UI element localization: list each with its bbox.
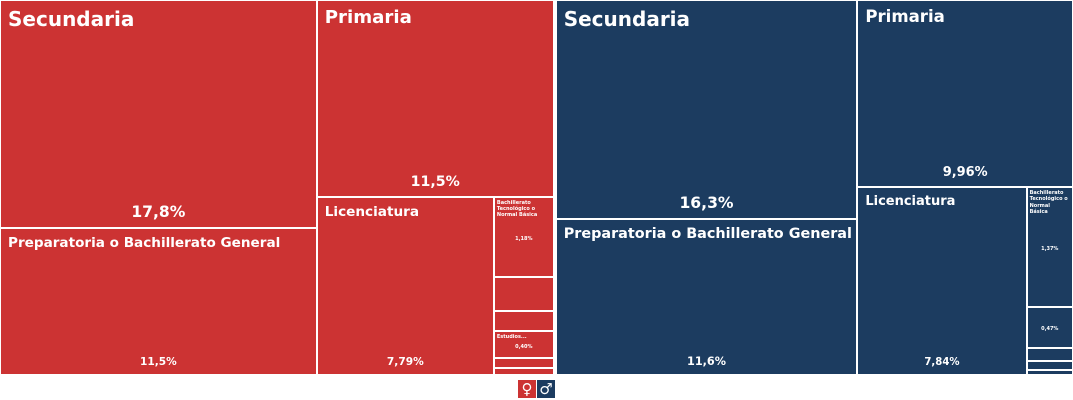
cell-label: Primaria — [865, 7, 945, 26]
legend-item: ♂ — [537, 380, 555, 398]
cell-value: 17,8% — [131, 202, 186, 221]
treemap-cell: Secundaria 17,8% — [0, 0, 317, 228]
treemap-cell — [1026, 361, 1073, 370]
treemap-cell: Preparatoria o Bachillerato General 11,5% — [0, 227, 317, 375]
treemap-cell: Preparatoria o Bachillerato General 11,6% — [555, 219, 858, 375]
cell-value: 16,3% — [679, 194, 734, 213]
treemap-cell — [493, 368, 554, 375]
cell-label: Preparatoria o Bachillerato General — [8, 234, 281, 251]
treemap-cell — [493, 310, 554, 331]
treemap-cell: Licenciatura 7,84% — [857, 187, 1027, 375]
cell-value: 0,47% — [1041, 326, 1059, 333]
cell-label: Licenciatura — [865, 194, 956, 210]
cell-label: Preparatoria o Bachillerato General — [563, 226, 852, 243]
cell-label: Bachillerato Tecnológico o Normal Básica — [496, 199, 538, 219]
treemap-cell: Primaria 11,5% — [316, 0, 554, 197]
treemap-cell — [493, 358, 554, 369]
cell-label: Licenciatura — [324, 203, 420, 220]
cell-label: Secundaria — [563, 7, 691, 31]
cell-label: Primaria — [324, 7, 412, 28]
legend-item: ♀ — [518, 380, 536, 398]
cell-value: 0,40% — [515, 343, 533, 350]
cell-label: Secundaria — [8, 7, 135, 31]
cell-value: 7,84% — [924, 356, 960, 368]
cell-value: 11,5% — [410, 173, 460, 190]
treemap-cell — [493, 276, 554, 311]
cell-label: Estudios... — [496, 333, 527, 340]
treemap-cell: Primaria 9,96% — [857, 0, 1073, 188]
cell-value: 1,18% — [515, 235, 533, 242]
treemap-cell: Estudios... 0,40% — [493, 330, 554, 359]
treemap-cell — [1026, 369, 1073, 375]
treemap-cell: 0,47% — [1026, 306, 1073, 348]
treemap-cell: Licenciatura 7,79% — [316, 196, 494, 375]
treemap-cell: Secundaria 16,3% — [555, 0, 858, 220]
treemap-cell: Bachillerato Tecnológico o Normal Básica… — [493, 196, 554, 277]
cell-label: Bachillerato Tecnológico o Normal Básica — [1029, 190, 1068, 215]
treemap-cell — [1026, 347, 1073, 362]
cell-value: 11,6% — [687, 354, 726, 368]
cell-value: 7,79% — [386, 354, 424, 368]
cell-value: 9,96% — [942, 165, 988, 181]
cell-value: 11,5% — [140, 355, 177, 368]
cell-value: 1,37% — [1041, 246, 1059, 253]
treemap-cell: Bachillerato Tecnológico o Normal Básica… — [1026, 187, 1073, 307]
